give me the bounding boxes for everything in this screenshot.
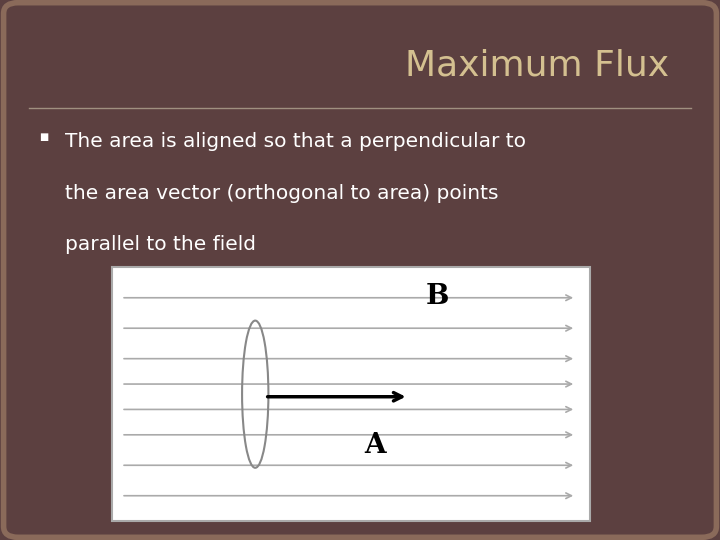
Bar	[112, 267, 590, 521]
Text: ■: ■	[40, 132, 49, 143]
Text: The area is aligned so that a perpendicular to: The area is aligned so that a perpendicu…	[65, 132, 526, 151]
Text: Maximum Flux: Maximum Flux	[405, 49, 670, 83]
Text: B: B	[426, 282, 449, 309]
FancyBboxPatch shape	[4, 3, 716, 537]
Text: the area vector (orthogonal to area) points: the area vector (orthogonal to area) poi…	[65, 184, 498, 202]
Text: parallel to the field: parallel to the field	[65, 235, 256, 254]
Text: A: A	[364, 432, 386, 459]
